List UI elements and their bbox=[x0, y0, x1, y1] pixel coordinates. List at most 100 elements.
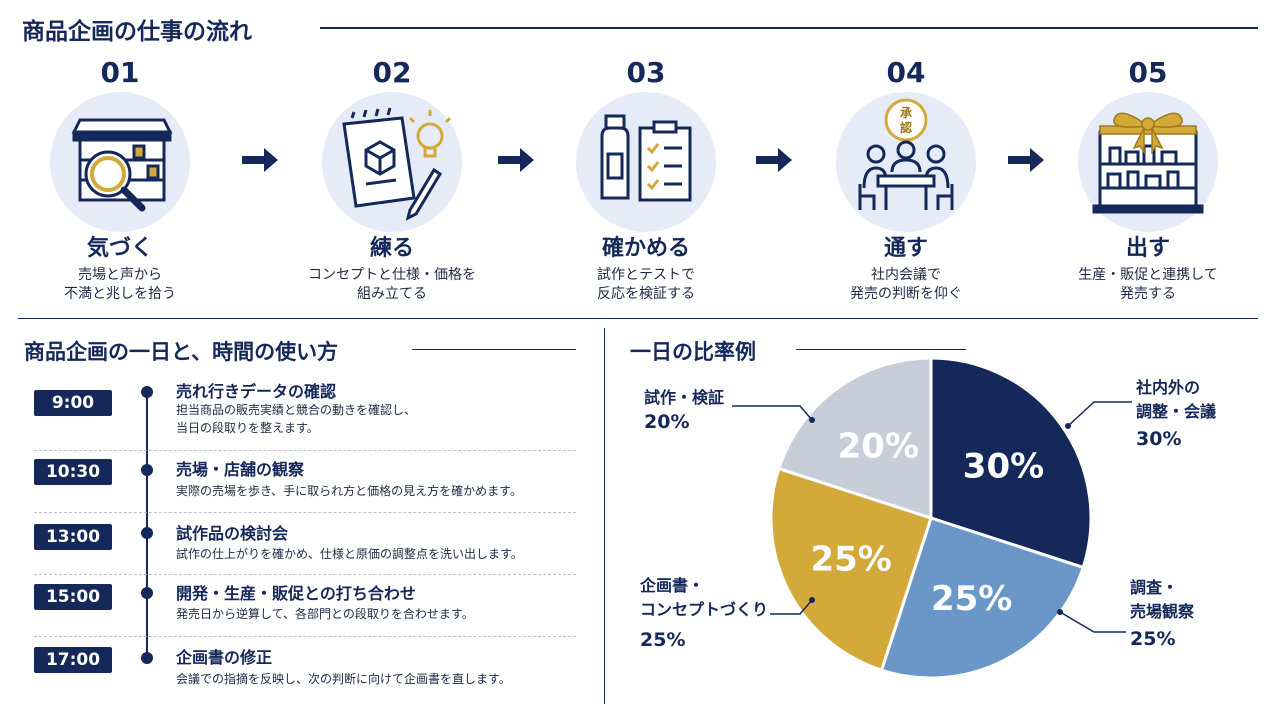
schedule-separator bbox=[34, 574, 576, 575]
pie-label-line: 社内外の bbox=[1136, 378, 1201, 397]
bottle-checklist-icon bbox=[576, 92, 716, 232]
step-desc-line2: 不満と兆しを拾う bbox=[64, 286, 176, 302]
step-desc-line1: 生産・販促と連携して bbox=[1078, 267, 1218, 283]
step-number: 04 bbox=[886, 56, 926, 89]
flow-arrow-icon bbox=[242, 148, 278, 172]
timeline-dot bbox=[141, 464, 153, 476]
schedule-item-desc: 担当商品の販売実績と競合の動きを確認し、 bbox=[176, 403, 417, 417]
pie-leader-dot bbox=[809, 597, 815, 603]
schedule-item-title: 試作品の検討会 bbox=[176, 524, 289, 543]
pie-slice-value-label: 20% bbox=[838, 427, 919, 467]
step-number: 01 bbox=[100, 56, 140, 89]
flow-title-rule bbox=[320, 27, 1258, 29]
pie-label-line: 売場観察 bbox=[1130, 602, 1195, 621]
timeline-line bbox=[146, 392, 148, 659]
pie-label-line: 企画書・ bbox=[640, 576, 705, 595]
pie-label-meetings: 社内外の 調整・会議 30% bbox=[1136, 376, 1216, 451]
step-desc-line2: 発売する bbox=[1120, 286, 1176, 302]
pie-leader-line bbox=[770, 599, 813, 615]
timeline-dot bbox=[141, 386, 153, 398]
flow-step-1: 01 気づく 売場と声から 不満と兆しを拾う bbox=[0, 56, 240, 304]
schedule-item-desc: 試作の仕上がりを確かめ、仕様と原価の調整点を洗い出します。 bbox=[176, 547, 523, 561]
section-divider bbox=[18, 318, 1258, 319]
step-number: 05 bbox=[1128, 56, 1168, 89]
flow-arrow-icon bbox=[498, 148, 534, 172]
pie-slice-prototype bbox=[776, 356, 933, 521]
time-badge: 13:00 bbox=[34, 524, 112, 550]
flow-arrow-icon bbox=[1008, 148, 1044, 172]
schedule-item-desc: 発売日から逆算して、各部門との段取りを合わせます。 bbox=[176, 607, 474, 621]
schedule-item-desc: 会議での指摘を反映し、次の判断に向けて企画書を直します。 bbox=[176, 672, 511, 686]
pie-slice-meetings bbox=[929, 356, 1093, 570]
step-desc-line2: 組み立てる bbox=[357, 286, 427, 302]
timeline-dot bbox=[141, 527, 153, 539]
step-title: 出す bbox=[1125, 236, 1170, 261]
svg-text:承: 承 bbox=[900, 106, 912, 120]
column-divider bbox=[604, 328, 605, 704]
step-number: 02 bbox=[372, 56, 412, 89]
schedule-separator bbox=[34, 450, 576, 451]
pie-label-research: 調査・ 売場観察 25% bbox=[1130, 576, 1194, 651]
step-number: 03 bbox=[626, 56, 666, 89]
schedule-title: 商品企画の一日と、時間の使い方 bbox=[24, 340, 339, 364]
pie-slice-value-label: 25% bbox=[931, 579, 1012, 619]
flow-title: 商品企画の仕事の流れ bbox=[22, 19, 252, 45]
pie-slice-planning bbox=[769, 466, 933, 673]
pie-slice-value-label: 30% bbox=[963, 446, 1044, 486]
timeline-dot bbox=[141, 652, 153, 664]
schedule-title-rule bbox=[412, 349, 576, 350]
flow-step-2: 02 練る コンセプトと仕様・価格を 組み立てる bbox=[272, 56, 512, 304]
step-title: 練る bbox=[369, 236, 414, 261]
pie-leader-line bbox=[1059, 611, 1126, 633]
pie-label-line: コンセプトづくり bbox=[640, 600, 769, 619]
schedule-item-title: 売場・店舗の観察 bbox=[176, 460, 305, 479]
pie-label-planning: 企画書・ コンセプトづくり 25% bbox=[640, 574, 768, 652]
step-desc-line1: コンセプトと仕様・価格を bbox=[308, 267, 476, 283]
step-desc-line2: 発売の判断を仰ぐ bbox=[850, 286, 962, 302]
time-badge: 10:30 bbox=[34, 459, 112, 485]
step-desc-line2: 反応を検証する bbox=[597, 286, 695, 302]
store-magnifier-icon bbox=[50, 92, 190, 232]
pie-label-prototype: 試作・検証 20% bbox=[644, 386, 724, 434]
meeting-approval-icon: 承認 承 認 bbox=[836, 92, 976, 232]
schedule-item-title: 開発・生産・販促との打ち合わせ bbox=[176, 584, 416, 603]
step-title: 気づく bbox=[86, 236, 153, 261]
pie-label-percent: 25% bbox=[640, 629, 686, 651]
step-desc-line1: 社内会議で bbox=[871, 267, 941, 283]
flow-step-4: 04 承認 承 認 通す 社内会議で 発売の判断を仰ぐ bbox=[786, 56, 1026, 304]
pie-label-percent: 30% bbox=[1136, 428, 1182, 450]
notebook-lightbulb-icon bbox=[322, 92, 462, 232]
ratio-title: 一日の比率例 bbox=[630, 340, 756, 364]
pie-leader-dot bbox=[1057, 609, 1063, 615]
pie-label-line: 試作・検証 bbox=[644, 388, 725, 407]
schedule-item-desc: 実際の売場を歩き、手に取られ方と価格の見え方を確かめます。 bbox=[176, 484, 522, 498]
schedule-item-title: 企画書の修正 bbox=[176, 648, 273, 667]
pie-label-percent: 20% bbox=[644, 411, 690, 433]
flow-arrow-icon bbox=[756, 148, 792, 172]
time-badge: 9:00 bbox=[34, 390, 112, 416]
time-badge: 15:00 bbox=[34, 584, 112, 610]
flow-step-5: 05 出す 生産・販促と連携して 発売する bbox=[1028, 56, 1268, 304]
pie-leader-line bbox=[1067, 401, 1132, 427]
gift-shelf-icon bbox=[1078, 92, 1218, 232]
pie-leader-line bbox=[732, 405, 813, 421]
step-title: 通す bbox=[883, 236, 928, 261]
flow-step-3: 03 確かめる 試作とテストで 反応を検証する bbox=[526, 56, 766, 304]
schedule-separator bbox=[34, 636, 576, 637]
pie-label-line: 調査・ bbox=[1130, 578, 1179, 597]
pie-label-percent: 25% bbox=[1130, 628, 1176, 650]
schedule-item-desc: 当日の段取りを整えます。 bbox=[176, 421, 319, 435]
pie-slice-research bbox=[879, 516, 1086, 680]
step-desc-line1: 売場と声から bbox=[78, 267, 162, 283]
pie-leader-dot bbox=[1065, 423, 1071, 429]
svg-text:認: 認 bbox=[900, 120, 912, 135]
step-desc-line1: 試作とテストで bbox=[597, 267, 695, 283]
pie-leader-dot bbox=[809, 417, 815, 423]
schedule-item-title: 売れ行きデータの確認 bbox=[176, 382, 337, 401]
timeline-dot bbox=[141, 587, 153, 599]
pie-label-line: 調整・会議 bbox=[1136, 402, 1217, 421]
schedule-separator bbox=[34, 512, 576, 513]
ratio-title-rule bbox=[796, 349, 966, 350]
step-title: 確かめる bbox=[601, 236, 690, 261]
